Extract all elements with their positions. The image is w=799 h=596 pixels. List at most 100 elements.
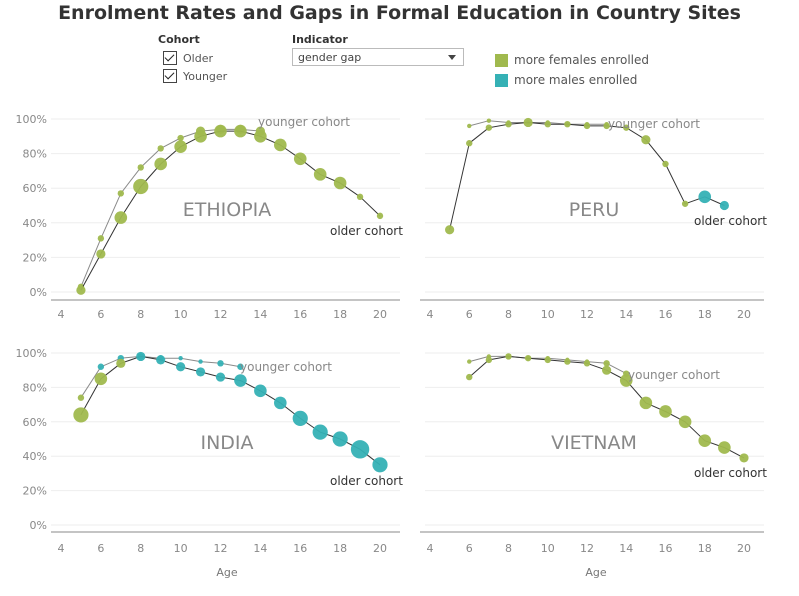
x-tick-label: 4: [427, 542, 434, 555]
older-cohort-point: [215, 372, 226, 382]
older-cohort-point: [445, 225, 455, 235]
older-cohort-point: [719, 200, 729, 211]
younger-cohort-point: [237, 363, 244, 370]
older-cohort-point: [194, 130, 207, 143]
older-cohort-point: [623, 124, 630, 131]
older-cohort-point: [156, 355, 166, 365]
younger-cohort-label: younger cohort: [628, 368, 720, 382]
x-tick-label: 20: [373, 542, 387, 555]
cohort-filter-label: Cohort: [158, 33, 200, 46]
older-cohort-point: [114, 211, 128, 224]
indicator-filter-label: Indicator: [292, 33, 348, 46]
panel-vietnam: 4 6 8 10 12 14 16 18 20 Age VIETNAM older cohort you…: [420, 352, 767, 579]
x-tick-label: 20: [737, 542, 751, 555]
x-tick-label: 4: [58, 308, 65, 321]
younger-cohort-label: younger cohort: [240, 360, 332, 374]
x-tick-label: 8: [137, 542, 144, 555]
older-cohort-point: [234, 374, 247, 387]
older-cohort-point: [662, 160, 669, 168]
x-tick-label: 10: [174, 542, 188, 555]
checkbox-icon[interactable]: [163, 69, 177, 83]
chevron-down-icon: [448, 55, 456, 60]
older-cohort-point: [372, 457, 388, 473]
older-cohort-point: [544, 120, 551, 128]
x-tick-label: 16: [659, 308, 673, 321]
x-tick-label: 8: [505, 542, 512, 555]
older-cohort-point: [73, 407, 89, 423]
younger-cohort-point: [603, 360, 610, 367]
older-cohort-point: [544, 356, 551, 364]
older-cohort-point: [154, 157, 167, 171]
x-tick-label: 18: [333, 542, 347, 555]
x-tick-label: 10: [541, 542, 555, 555]
cohort-older-checkbox[interactable]: Older: [163, 51, 213, 65]
x-tick-label: 12: [214, 308, 228, 321]
legend-label-females: more females enrolled: [514, 53, 649, 67]
panel-india: 4 6 8 10 12 14 16 18 20 0% 20% 40% 60% 80% 100% Age INDI…: [16, 347, 404, 579]
older-cohort-point: [505, 120, 512, 128]
older-cohort-point: [312, 424, 328, 440]
x-tick-label: 4: [58, 542, 65, 555]
y-tick-label: 80%: [23, 381, 47, 394]
x-tick-label: 12: [214, 542, 228, 555]
older-cohort-point: [333, 176, 347, 190]
checkbox-icon[interactable]: [163, 51, 177, 65]
younger-cohort-point: [97, 235, 105, 242]
older-cohort-point: [254, 130, 267, 143]
younger-cohort-point: [77, 394, 85, 401]
legend-swatch-male: [495, 73, 508, 87]
older-cohort-point: [583, 122, 591, 130]
older-cohort-point: [350, 440, 370, 459]
younger-cohort-point: [217, 360, 224, 367]
younger-cohort-point: [157, 145, 164, 152]
older-cohort-point: [274, 396, 287, 410]
x-tick-label: 20: [737, 308, 751, 321]
younger-cohort-point: [178, 355, 183, 361]
older-cohort-label: older cohort: [330, 474, 403, 488]
older-cohort-line: [80, 130, 381, 291]
younger-cohort-label: younger cohort: [608, 117, 700, 131]
x-tick-label: 16: [293, 308, 307, 321]
older-cohort-point: [698, 434, 712, 448]
cohort-younger-label: Younger: [183, 69, 228, 83]
country-label: ETHIOPIA: [183, 199, 272, 221]
older-cohort-point: [136, 351, 146, 362]
y-tick-label: 40%: [23, 450, 47, 463]
y-tick-label: 0%: [30, 519, 47, 532]
indicator-select-value: gender gap: [298, 51, 362, 64]
indicator-select[interactable]: gender gap: [292, 48, 464, 66]
younger-cohort-point: [177, 134, 184, 142]
x-tick-label: 18: [698, 542, 712, 555]
older-cohort-point: [564, 120, 571, 128]
y-tick-label: 100%: [16, 113, 47, 126]
x-tick-label: 6: [97, 308, 104, 321]
x-tick-label: 12: [580, 542, 594, 555]
country-label: PERU: [569, 199, 620, 221]
younger-cohort-point: [117, 190, 125, 197]
x-tick-label: 6: [466, 542, 473, 555]
older-cohort-point: [641, 135, 651, 145]
x-tick-label: 4: [427, 308, 434, 321]
x-tick-label: 14: [253, 308, 267, 321]
older-cohort-line: [80, 355, 381, 466]
x-tick-label: 14: [619, 308, 633, 321]
x-tick-label: 14: [619, 542, 633, 555]
x-tick-label: 10: [541, 308, 555, 321]
country-label: INDIA: [200, 432, 253, 454]
older-cohort-point: [96, 249, 106, 259]
older-cohort-point: [332, 431, 348, 447]
older-cohort-point: [94, 372, 108, 386]
younger-cohort-point: [198, 359, 203, 364]
older-cohort-point: [116, 358, 126, 368]
x-tick-label: 14: [253, 542, 267, 555]
chart-title: Enrolment Rates and Gaps in Formal Educa…: [58, 2, 741, 24]
older-cohort-point: [356, 193, 364, 201]
older-cohort-point: [133, 178, 149, 195]
younger-cohort-point: [137, 164, 144, 171]
younger-cohort-line: [80, 128, 261, 287]
older-cohort-point: [376, 212, 384, 220]
y-tick-label: 60%: [23, 416, 47, 429]
older-cohort-label: older cohort: [694, 214, 767, 228]
cohort-younger-checkbox[interactable]: Younger: [163, 69, 227, 83]
